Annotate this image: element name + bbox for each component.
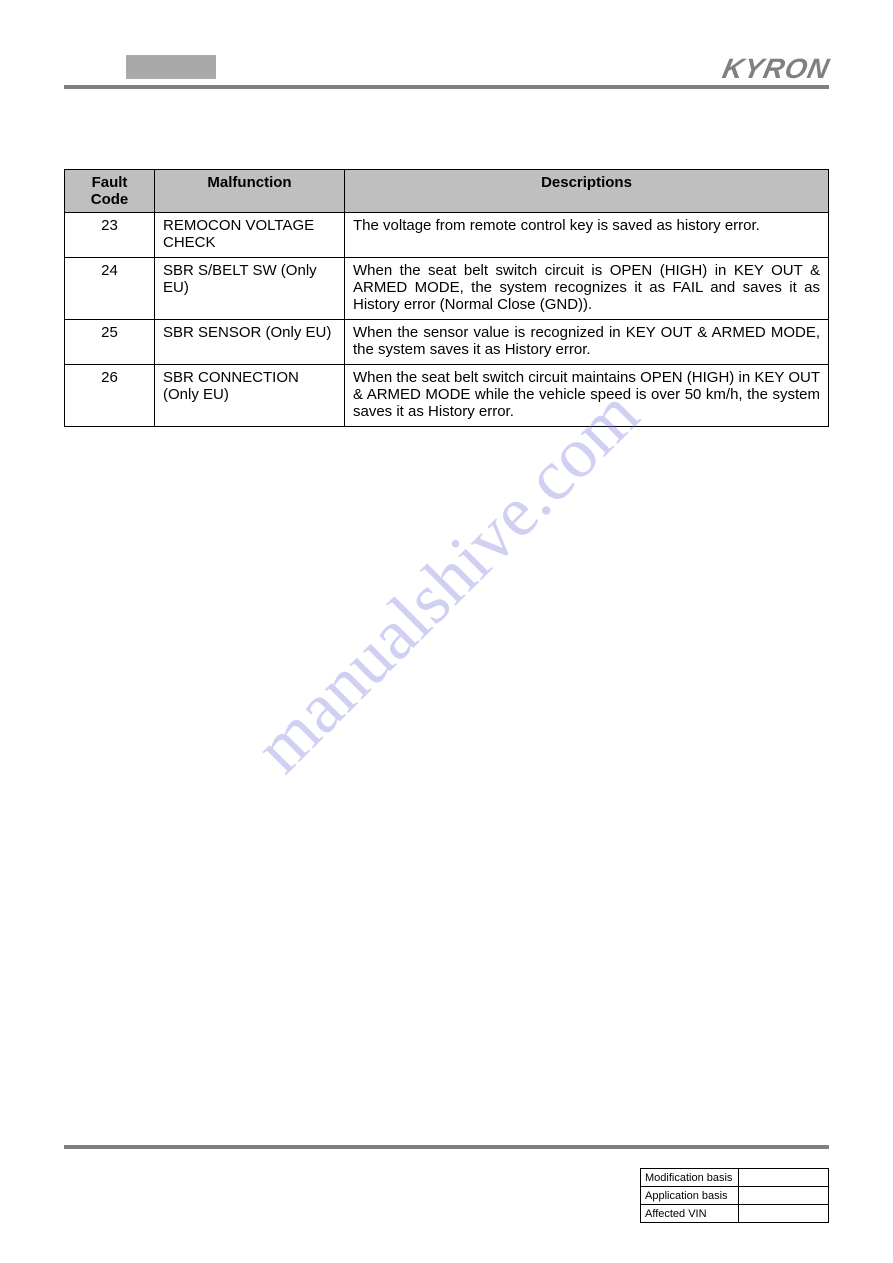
footer-label-application: Application basis	[641, 1187, 739, 1205]
header-rule	[64, 85, 829, 89]
page-header: KYRON	[64, 55, 829, 89]
table-row: 26 SBR CONNECTION (Only EU) When the sea…	[65, 365, 829, 427]
col-header-fault-code: Fault Code	[65, 170, 155, 213]
cell-malfunction: SBR CONNECTION (Only EU)	[155, 365, 345, 427]
cell-fault-code: 23	[65, 213, 155, 258]
footer-info-table: Modification basis Application basis Aff…	[640, 1168, 829, 1223]
col-header-malfunction: Malfunction	[155, 170, 345, 213]
cell-description: When the seat belt switch circuit mainta…	[345, 365, 829, 427]
table-row: 25 SBR SENSOR (Only EU) When the sensor …	[65, 320, 829, 365]
footer-rule	[64, 1145, 829, 1149]
footer-value-vin	[739, 1205, 829, 1223]
cell-fault-code: 26	[65, 365, 155, 427]
cell-description: When the seat belt switch circuit is OPE…	[345, 258, 829, 320]
table-row: 23 REMOCON VOLTAGE CHECK The voltage fro…	[65, 213, 829, 258]
footer-row: Modification basis	[641, 1169, 829, 1187]
footer-row: Affected VIN	[641, 1205, 829, 1223]
content-area: Fault Code Malfunction Descriptions 23 R…	[64, 169, 829, 427]
cell-fault-code: 24	[65, 258, 155, 320]
footer-label-modification: Modification basis	[641, 1169, 739, 1187]
cell-malfunction: REMOCON VOLTAGE CHECK	[155, 213, 345, 258]
footer-label-vin: Affected VIN	[641, 1205, 739, 1223]
page: KYRON Fault Code Malfunction Description…	[0, 0, 893, 1263]
header-placeholder-box	[126, 55, 216, 79]
footer-row: Application basis	[641, 1187, 829, 1205]
footer-value-modification	[739, 1169, 829, 1187]
brand-logo: KYRON	[719, 53, 832, 85]
cell-malfunction: SBR SENSOR (Only EU)	[155, 320, 345, 365]
cell-description: The voltage from remote control key is s…	[345, 213, 829, 258]
table-row: 24 SBR S/BELT SW (Only EU) When the seat…	[65, 258, 829, 320]
watermark-text: manualshive.com	[238, 373, 654, 789]
fault-code-table: Fault Code Malfunction Descriptions 23 R…	[64, 169, 829, 427]
table-header-row: Fault Code Malfunction Descriptions	[65, 170, 829, 213]
cell-description: When the sensor value is recognized in K…	[345, 320, 829, 365]
footer-value-application	[739, 1187, 829, 1205]
col-header-descriptions: Descriptions	[345, 170, 829, 213]
cell-malfunction: SBR S/BELT SW (Only EU)	[155, 258, 345, 320]
cell-fault-code: 25	[65, 320, 155, 365]
